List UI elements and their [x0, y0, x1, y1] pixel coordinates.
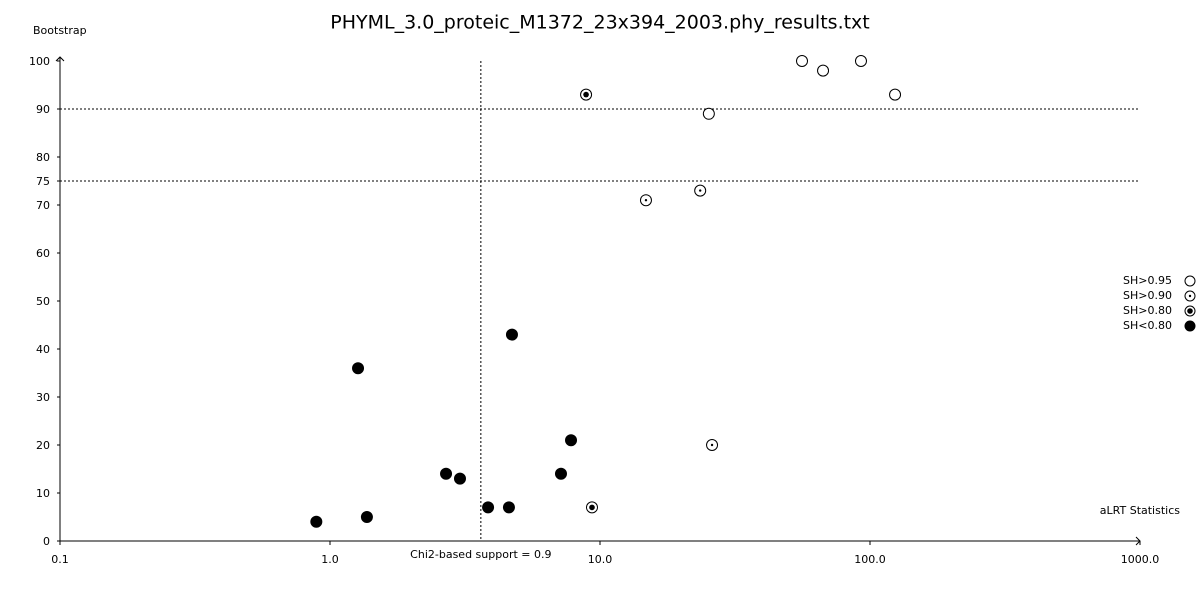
marker-center [1187, 308, 1193, 314]
point [889, 88, 902, 101]
marker-center [1188, 294, 1192, 298]
x-axis-label: aLRT Statistics [1100, 504, 1180, 517]
marker [854, 55, 867, 67]
marker [1184, 320, 1196, 332]
x-tick-label: 0.1 [51, 553, 69, 566]
y-tick-label: 80 [36, 151, 50, 164]
marker [440, 467, 453, 480]
marker-center [589, 504, 595, 511]
point [817, 64, 830, 77]
y-tick-label: 60 [36, 247, 50, 260]
point [352, 362, 365, 375]
point [796, 55, 809, 67]
y-tick-label: 90 [36, 103, 50, 116]
x-tick-label: 10.0 [588, 553, 613, 566]
marker [453, 472, 466, 485]
marker-center [644, 199, 648, 202]
point [1184, 320, 1196, 332]
x-tick-label: 1.0 [321, 553, 339, 566]
point [505, 328, 518, 341]
y-tick-label: 30 [36, 391, 50, 404]
marker [554, 467, 567, 480]
point [310, 515, 323, 528]
point [565, 434, 578, 447]
y-axis-label: Bootstrap [33, 24, 87, 37]
point [554, 467, 567, 480]
y-tick-label: 50 [36, 295, 50, 308]
point [502, 501, 515, 514]
y-tick-label: 0 [43, 535, 50, 548]
marker-center [710, 443, 714, 447]
legend-label: SH>0.90 [1123, 289, 1172, 302]
point [854, 55, 867, 67]
marker [889, 88, 902, 101]
point [702, 107, 715, 120]
marker [502, 501, 515, 514]
marker [817, 64, 830, 77]
x-tick-label: 100.0 [854, 553, 886, 566]
point [706, 439, 719, 451]
point [694, 184, 707, 197]
legend-label: SH>0.80 [1123, 304, 1172, 317]
marker [360, 511, 373, 523]
marker-center [698, 189, 702, 192]
y-tick-label: 40 [36, 343, 50, 356]
marker [505, 328, 518, 341]
marker-center [583, 91, 589, 98]
marker [482, 501, 495, 514]
legend-label: SH>0.95 [1123, 274, 1172, 287]
reference-line-label: Chi2-based support = 0.9 [410, 548, 551, 561]
y-tick-label: 100 [29, 55, 50, 68]
y-tick-label: 10 [36, 487, 50, 500]
legend-label: SH<0.80 [1123, 319, 1172, 332]
y-axis-arrow [55, 56, 65, 62]
point [482, 501, 495, 514]
y-tick-label: 70 [36, 199, 50, 212]
chart-title: PHYML_3.0_proteic_M1372_23x394_2003.phy_… [330, 12, 870, 34]
marker [352, 362, 365, 375]
marker [796, 55, 809, 67]
x-tick-label: 1000.0 [1121, 553, 1160, 566]
point [585, 501, 598, 514]
point [580, 88, 593, 101]
y-tick-label: 20 [36, 439, 50, 452]
point [453, 472, 466, 485]
marker [1184, 275, 1196, 287]
point [1184, 305, 1196, 317]
marker [702, 107, 715, 120]
point [440, 467, 453, 480]
y-tick-label: 75 [36, 175, 50, 188]
point [360, 511, 373, 523]
point [639, 194, 652, 207]
marker [565, 434, 578, 447]
point [1184, 275, 1196, 287]
point [1184, 290, 1196, 302]
marker [310, 515, 323, 528]
